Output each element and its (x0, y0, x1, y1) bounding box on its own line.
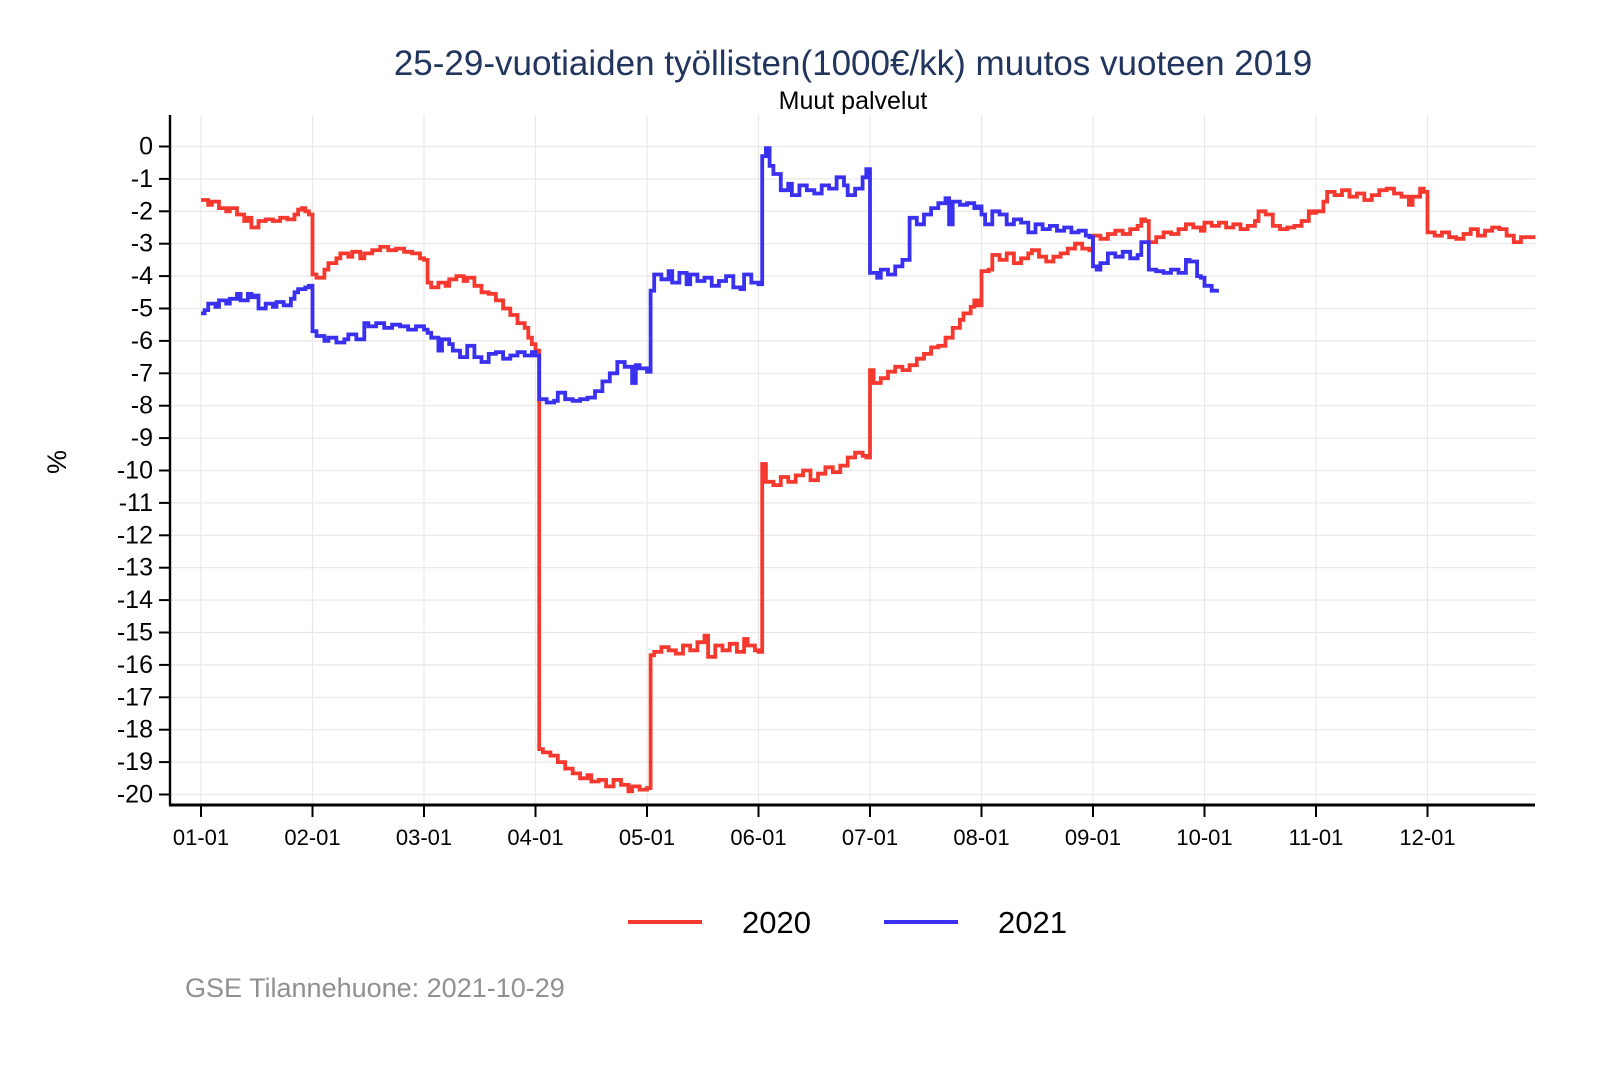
y-tick-label: -2 (131, 197, 153, 225)
y-tick-label: -14 (117, 586, 153, 614)
y-tick-label: -8 (131, 392, 153, 420)
x-tick-label: 10-01 (1176, 825, 1232, 850)
source-note: GSE Tilannehuone: 2021-10-29 (185, 973, 565, 1003)
x-tick-label: 11-01 (1289, 825, 1344, 850)
series-line-2020 (201, 186, 1536, 794)
y-tick-label: -16 (117, 651, 153, 679)
chart-title: 25-29-vuotiaiden työllisten(1000€/kk) mu… (394, 44, 1312, 83)
y-tick-label: -1 (131, 165, 153, 193)
x-tick-label: 07-01 (842, 825, 898, 850)
legend-label-2020: 2020 (742, 905, 811, 940)
y-tick-label: 0 (139, 133, 153, 161)
data-series (201, 146, 1536, 794)
y-tick-label: -15 (117, 619, 153, 647)
x-tick-label: 12-01 (1399, 825, 1455, 850)
chart-subtitle: Muut palvelut (779, 87, 928, 115)
y-tick-label: -4 (131, 262, 153, 290)
x-tick-label: 03-01 (396, 825, 452, 850)
x-tick-label: 01-01 (173, 825, 229, 850)
y-tick-label: -18 (117, 716, 153, 744)
x-tick-label: 06-01 (730, 825, 786, 850)
legend: 2020 2021 (628, 905, 1067, 940)
y-tick-label: -5 (131, 295, 153, 323)
y-axis-label: % (42, 450, 72, 474)
gridlines (170, 115, 1535, 805)
y-tick-label: -12 (117, 521, 153, 549)
y-tick-label: -13 (117, 554, 153, 582)
y-tick-label: -11 (119, 489, 153, 517)
x-tick-label: 02-01 (284, 825, 340, 850)
y-tick-label: -20 (117, 781, 153, 809)
y-tick-label: -7 (131, 359, 153, 387)
y-tick-label: -19 (117, 748, 153, 776)
x-tick-label: 05-01 (619, 825, 675, 850)
y-tick-label: -17 (117, 683, 153, 711)
x-tick-label: 04-01 (507, 825, 563, 850)
x-tick-label: 08-01 (953, 825, 1009, 850)
y-tick-label: -3 (131, 230, 153, 258)
y-tick-label: -6 (131, 327, 153, 355)
x-tick-label: 09-01 (1065, 825, 1121, 850)
y-tick-label: -9 (131, 424, 153, 452)
y-tick-label: -10 (117, 457, 153, 485)
axes: 0 -1 -2 -3 -4 -5 -6 -7 -8 -9 -10 -11 -12 -13 -14 -15 -16… (117, 115, 1535, 850)
series-line-2021 (201, 146, 1219, 405)
legend-label-2021: 2021 (998, 905, 1067, 940)
